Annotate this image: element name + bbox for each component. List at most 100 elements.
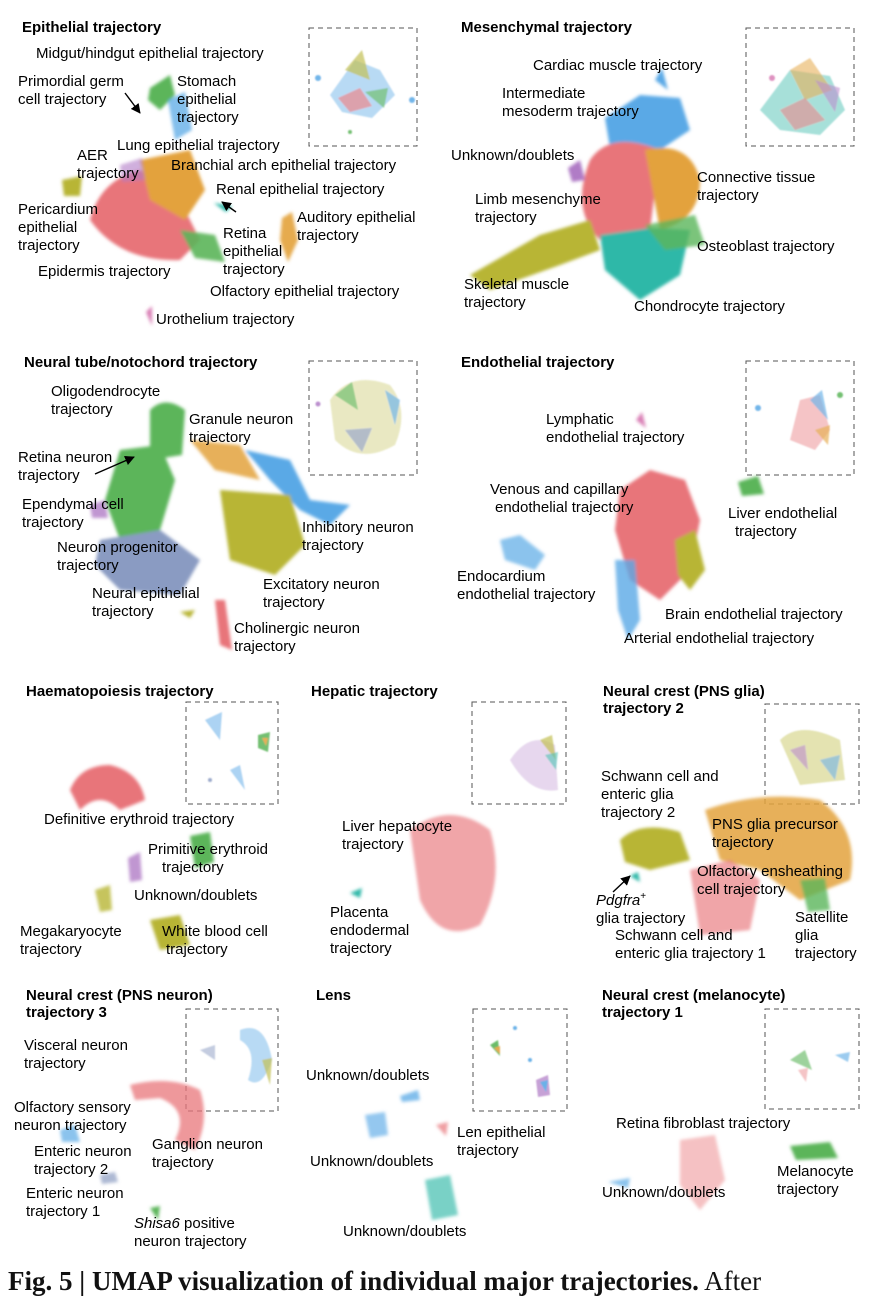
panel-title: Hepatic trajectory [311,683,438,700]
label-schwann2-3: trajectory 2 [601,804,675,821]
label-shisa6-1: Shisa6 positive [134,1215,235,1232]
label-oligo-1: Oligodendrocyte [51,383,160,400]
panel-hepatic: Hepatic trajectory Liver hepatocyte traj… [311,683,567,957]
cluster-brain-endothelial [675,530,705,590]
label-endocardium-2: endothelial trajectory [457,586,596,603]
panel-epithelial: Epithelial trajectory Midgut/hindgut epi… [18,19,418,328]
label-retina-neuron-1: Retina neuron [18,449,112,466]
label-satellite-1: Satellite [795,909,848,926]
inset-box [185,701,279,805]
umap-clusters [470,68,705,300]
label-cardiac: Cardiac muscle trajectory [533,57,703,74]
panel-title: Lens [316,987,351,1004]
label-satellite-3: trajectory [795,945,857,962]
cluster-placenta [350,888,362,898]
label-unknown: Unknown/doublets [602,1184,725,1201]
cluster-connective-tissue [645,148,700,230]
label-enteric1-2: trajectory 1 [26,1203,100,1220]
label-melanocyte-2: trajectory [777,1181,839,1198]
cluster-intermediate-mesoderm [605,95,690,150]
inset-box [471,701,567,805]
cluster-osteoblast [645,215,705,250]
label-olfactory: Olfactory epithelial trajectory [210,283,400,300]
label-unknown-a: Unknown/doublets [306,1067,429,1084]
label-brain: Brain endothelial trajectory [665,606,843,623]
panel-title-1: Neural crest (PNS neuron) [26,987,213,1004]
label-stomach-1: Stomach [177,73,236,90]
label-lung: Lung epithelial trajectory [117,137,280,154]
inset-box [472,1008,568,1112]
label-skeletal-1: Skeletal muscle [464,276,569,293]
cluster-enteric-1 [100,1172,118,1184]
label-cholinergic-1: Cholinergic neuron [234,620,360,637]
label-primitive-1: Primitive erythroid [148,841,268,858]
inset-box [745,27,855,147]
umap-clusters [365,1090,458,1220]
panel-neural-tube: Neural tube/notochord trajectory Oligode… [18,354,418,655]
label-intermediate-1: Intermediate [502,85,585,102]
label-satellite-2: glia [795,927,819,944]
label-olfactory-1: Olfactory sensory [14,1099,131,1116]
label-inhibitory-2: trajectory [302,537,364,554]
cluster-granule-neuron [190,440,260,480]
cluster-neural-progenitor-upper [105,445,175,540]
cluster-lymphatic [636,412,646,428]
cluster-melanocyte [790,1142,838,1160]
inset-box [308,27,418,147]
cluster-schwann-2 [620,827,690,870]
label-neural-epithelial-1: Neural epithelial [92,585,200,602]
cluster-schwann-1 [690,860,760,935]
label-visceral-2: trajectory [24,1055,86,1072]
label-schwann1-1: Schwann cell and [615,927,733,944]
label-melanocyte-1: Melanocyte [777,1163,854,1180]
inset-umap [200,1028,272,1085]
cluster-ependymal [90,500,108,518]
inset-box [764,1008,860,1110]
label-venous-2: endothelial trajectory [495,499,634,516]
label-enteric2-2: trajectory 2 [34,1161,108,1178]
label-primitive-2: trajectory [162,859,224,876]
label-hepatocyte-2: trajectory [342,836,404,853]
label-retina-neuron-2: trajectory [18,467,80,484]
cluster-aer [120,158,145,182]
arrow-retina-neuron [94,456,135,475]
cluster-white-blood-cell [150,915,190,950]
label-placenta-3: trajectory [330,940,392,957]
label-wbc-2: trajectory [166,941,228,958]
panel-pns-neuron: Neural crest (PNS neuron) trajectory 3 V… [14,987,279,1250]
umap-clusters [90,402,350,650]
label-lymphatic-2: endothelial trajectory [546,429,685,446]
label-retina-1: Retina [223,225,267,242]
label-connective-2: trajectory [697,187,759,204]
label-precursor-1: PNS glia precursor [712,816,838,833]
cluster-excitatory-neuron [220,490,305,575]
cluster-pericardium [62,176,82,196]
label-excitatory-2: trajectory [263,594,325,611]
inset-umap [315,50,415,134]
cluster-arterial [615,560,640,640]
label-enteric2-1: Enteric neuron [34,1143,132,1160]
label-epidermis: Epidermis trajectory [38,263,171,280]
label-shisa6-2: neuron trajectory [134,1233,247,1250]
label-granule-2: trajectory [189,429,251,446]
label-chondrocyte: Chondrocyte trajectory [634,298,785,315]
caption-bold: Fig. 5 | UMAP visualization of individua… [8,1266,699,1296]
label-enteric1-1: Enteric neuron [26,1185,124,1202]
cluster-neuron-progenitor [95,530,200,595]
pdgfra-gene: Pdgfra [596,892,640,909]
label-liver-1: Liver endothelial [728,505,837,522]
inset-umap [510,735,558,791]
label-liver-2: trajectory [735,523,797,540]
label-branchial: Branchial arch epithelial trajectory [171,157,397,174]
inset-umap [755,390,843,450]
label-len-1: Len epithelial [457,1124,545,1141]
panel-mesenchymal: Mesenchymal trajectory Cardiac muscle tr… [451,19,855,315]
inset-umap [490,1026,550,1097]
cluster-unknown-a [400,1090,420,1102]
panel-pns-glia: Neural crest (PNS glia) trajectory 2 Sch… [596,683,860,962]
panel-haematopoiesis: Haematopoiesis trajectory Definitive ery… [20,683,279,958]
label-ependymal-2: trajectory [22,514,84,531]
cluster-cholinergic-neuron [215,600,232,650]
umap-clusters [62,75,298,326]
umap-clusters [60,1081,204,1220]
